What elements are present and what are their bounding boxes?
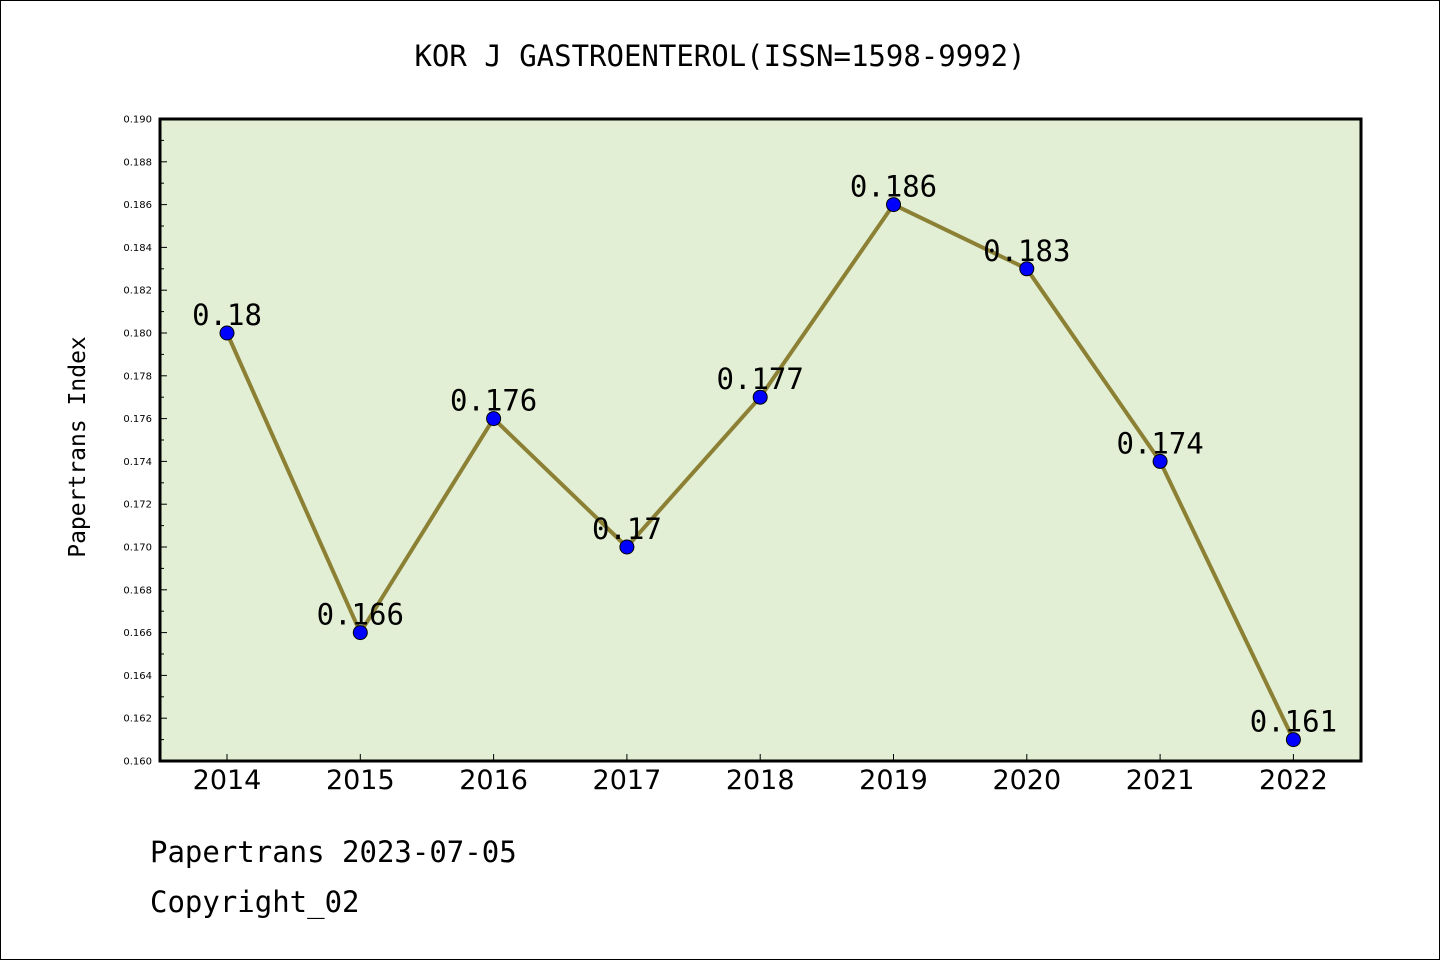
y-tick-label: 0.164 [123, 671, 152, 682]
data-label: 0.18 [192, 298, 262, 332]
data-point [886, 197, 901, 213]
series-group [219, 197, 1301, 748]
y-axis-label: Papertrans Index [65, 336, 91, 558]
x-axis: 2014 2015 2016 2017 2018 2019 2020 2021 2022 [193, 754, 1328, 796]
y-tick-label: 0.176 [123, 414, 152, 425]
y-tick-label: 0.180 [123, 329, 152, 340]
y-tick-label: 0.168 [123, 585, 152, 596]
data-point [219, 325, 235, 341]
data-point [486, 411, 502, 427]
y-tick-label: 0.162 [123, 714, 152, 725]
y-tick-label: 0.166 [123, 628, 152, 639]
data-label: 0.17 [592, 512, 662, 546]
y-tick-label: 0.160 [123, 757, 152, 768]
data-point [752, 389, 768, 405]
y-tick-label: 0.184 [123, 243, 152, 254]
x-tick-label: 2019 [859, 765, 928, 796]
data-label: 0.166 [317, 598, 404, 632]
data-label: 0.186 [850, 170, 937, 204]
y-tick-label: 0.186 [123, 200, 152, 211]
x-tick-label: 2015 [326, 765, 395, 796]
x-tick-label: 2021 [1126, 765, 1195, 796]
footer-copyright: Copyright_02 [150, 885, 360, 919]
x-tick-label: 2022 [1259, 765, 1328, 796]
y-tick-label: 0.182 [123, 286, 152, 297]
y-tick-label: 0.174 [123, 457, 152, 468]
x-tick-label: 2018 [726, 765, 795, 796]
chart-title: KOR J GASTROENTEROL(ISSN=1598-9992) [414, 39, 1025, 73]
y-tick-label: 0.188 [123, 157, 152, 168]
x-tick-label: 2016 [459, 765, 528, 796]
footer-date: Papertrans 2023-07-05 [150, 835, 517, 869]
data-point [1019, 261, 1035, 277]
data-label: 0.161 [1250, 705, 1337, 739]
data-label: 0.174 [1116, 426, 1203, 460]
data-label: 0.176 [450, 384, 537, 418]
data-point [1152, 453, 1168, 469]
x-tick-label: 2017 [593, 765, 662, 796]
y-tick-label: 0.190 [123, 115, 152, 126]
x-tick-label: 2020 [992, 765, 1061, 796]
data-label: 0.177 [717, 362, 804, 396]
plot-area [158, 117, 1363, 763]
data-label: 0.183 [983, 234, 1070, 268]
y-tick-label: 0.178 [123, 371, 152, 382]
data-point [1285, 732, 1301, 748]
y-tick-label: 0.172 [123, 500, 152, 511]
data-point [352, 625, 368, 641]
data-point [619, 539, 635, 555]
y-tick-label: 0.170 [123, 543, 152, 554]
y-axis: 0.160 0.162 0.164 0.166 0.168 0.170 0.172 0.174… [123, 115, 167, 768]
data-labels: 0.18 0.166 0.176 0.17 0.177 0.186 0.183 0.174 0.… [192, 170, 1337, 739]
x-tick-label: 2014 [193, 765, 262, 796]
